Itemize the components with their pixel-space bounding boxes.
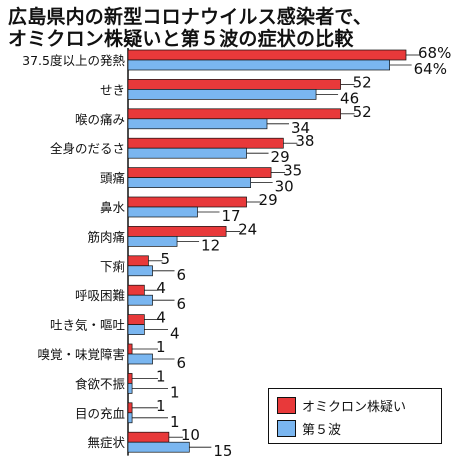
value-label-omicron: 5 — [160, 250, 170, 268]
category-label: 下痢 — [100, 259, 125, 274]
value-label-omicron: 10 — [181, 426, 200, 444]
bar-omicron — [127, 431, 170, 443]
value-label-omicron: 38 — [295, 132, 314, 150]
category-label: 食欲不振 — [75, 376, 126, 391]
value-label-wave5: 1 — [170, 413, 180, 431]
value-label-omicron: 52 — [353, 73, 372, 91]
value-label-wave5: 6 — [177, 354, 187, 372]
value-label-omicron: 1 — [156, 338, 166, 356]
bar-wave5 — [127, 265, 153, 277]
value-label-omicron: 35 — [283, 162, 302, 180]
bar-omicron — [127, 79, 341, 90]
value-label-wave5: 6 — [177, 266, 187, 284]
bar-wave5 — [127, 383, 133, 394]
value-label-wave5: 17 — [222, 207, 241, 225]
bar-omicron — [127, 167, 272, 178]
value-label-omicron: 1 — [156, 367, 166, 385]
bar-omicron — [127, 226, 227, 237]
category-label: 全身のだるさ — [50, 141, 125, 156]
bar-omicron — [127, 137, 284, 149]
category-label: 筋肉痛 — [87, 229, 125, 244]
value-label-wave5: 6 — [177, 295, 187, 313]
category-label: 呼吸困難 — [75, 288, 125, 303]
legend-item-omicron: オミクロン株疑い — [277, 396, 406, 415]
bar-omicron — [127, 196, 247, 208]
bar-wave5 — [127, 147, 247, 159]
category-label: 無症状 — [87, 435, 125, 450]
value-label-omicron: 52 — [353, 103, 372, 121]
bar-omicron — [127, 284, 145, 296]
category-label: 嗅覚・味覚障害 — [37, 347, 125, 362]
value-label-wave5: 29 — [271, 148, 290, 166]
value-label-omicron: 4 — [156, 309, 166, 327]
bar-omicron — [127, 402, 133, 414]
bar-wave5 — [127, 89, 317, 100]
value-label-omicron: 29 — [259, 191, 278, 209]
value-label-wave5: 4 — [170, 325, 180, 343]
value-label-omicron: 4 — [156, 279, 166, 297]
bar-omicron — [127, 343, 133, 355]
bar-wave5 — [127, 59, 390, 71]
category-label: 37.5度以上の発熱 — [22, 53, 125, 68]
value-label-wave5: 46 — [340, 89, 359, 107]
value-label-omicron: 24 — [238, 220, 257, 238]
legend-swatch-wave5 — [277, 420, 296, 437]
bar-omicron — [127, 314, 145, 325]
bar-wave5 — [127, 412, 133, 424]
value-label-wave5: 15 — [213, 442, 232, 460]
legend: オミクロン株疑い 第５波 — [268, 388, 442, 444]
bar-wave5 — [127, 294, 153, 306]
bar-wave5 — [127, 353, 153, 365]
bar-omicron — [127, 373, 133, 384]
bar-wave5 — [127, 236, 178, 247]
bar-wave5 — [127, 118, 268, 130]
value-label-wave5: 12 — [201, 236, 220, 254]
value-label-wave5: 30 — [275, 178, 294, 196]
category-label: 吐き気・嘔吐 — [50, 318, 126, 333]
bar-omicron — [127, 255, 149, 267]
value-label-omicron: 1 — [156, 397, 166, 415]
legend-swatch-omicron — [277, 397, 296, 414]
value-label-wave5: 34 — [291, 119, 310, 137]
category-label: 喉の痛み — [75, 112, 125, 127]
category-label: 鼻水 — [100, 200, 126, 215]
chart-title-line-2: オミクロン株疑いと第５波の症状の比較 — [8, 28, 354, 50]
bar-wave5 — [127, 324, 145, 335]
chart-title-line-1: 広島県内の新型コロナウイルス感染者で、 — [8, 6, 373, 28]
legend-label-omicron: オミクロン株疑い — [302, 400, 407, 415]
category-label: 目の充血 — [75, 406, 125, 421]
category-label: せき — [100, 82, 125, 97]
bar-wave5 — [127, 206, 198, 218]
legend-label-wave5: 第５波 — [302, 423, 342, 438]
value-label-wave5: 1 — [170, 383, 180, 401]
bar-omicron — [127, 108, 341, 120]
bar-wave5 — [127, 177, 251, 188]
value-label-omicron: 68% — [418, 44, 451, 62]
legend-item-wave5: 第５波 — [277, 419, 341, 438]
category-label: 頭痛 — [100, 171, 125, 186]
bar-omicron — [127, 49, 407, 61]
value-label-wave5: 64% — [414, 60, 447, 78]
